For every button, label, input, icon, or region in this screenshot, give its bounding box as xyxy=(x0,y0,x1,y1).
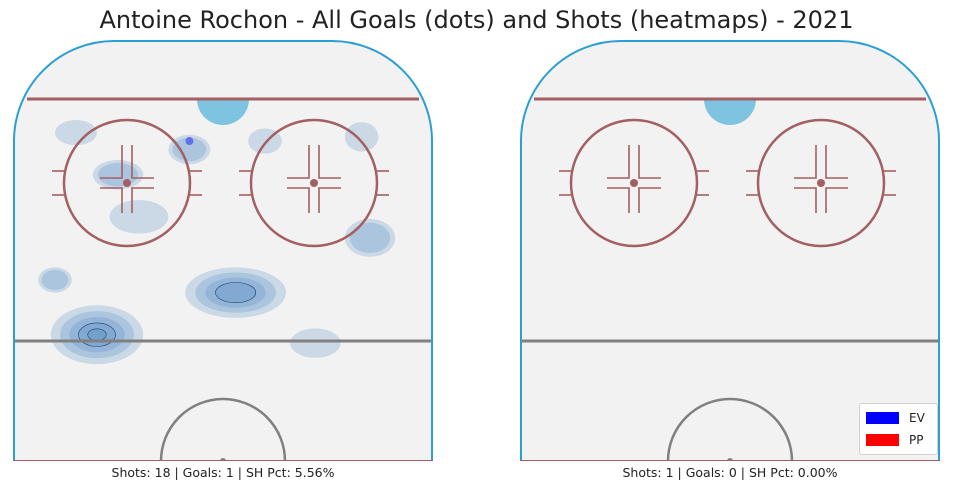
l-mark-left-2 xyxy=(100,187,123,213)
l-mark-right-0 xyxy=(794,153,817,179)
legend-entry-ev: EV xyxy=(866,410,925,426)
faceoff-dot-left xyxy=(123,179,131,187)
heat-contour xyxy=(55,119,97,146)
heat-contour xyxy=(87,328,107,341)
l-mark-left-2 xyxy=(607,187,630,213)
faceoff-circle-right xyxy=(249,118,379,248)
l-mark-left-3 xyxy=(131,187,154,213)
heat-contour xyxy=(168,134,211,165)
l-mark-right-2 xyxy=(287,187,310,213)
goal-crease xyxy=(704,99,756,125)
faceoff-circle-left xyxy=(62,118,192,248)
legend-swatch-ev xyxy=(866,412,899,424)
legend-label-pp: PP xyxy=(909,433,924,447)
heat-contour xyxy=(109,199,169,234)
heat-contour xyxy=(50,305,144,365)
center-circle xyxy=(666,397,794,461)
faceoff-dot-left xyxy=(630,179,638,187)
faceoff-group xyxy=(52,118,389,248)
faceoff-circle-right xyxy=(756,118,886,248)
l-mark-left-1 xyxy=(638,153,661,179)
heat-contour xyxy=(41,269,69,291)
faceoff-dot-right xyxy=(310,179,318,187)
heat-contour xyxy=(349,222,391,254)
l-mark-right-3 xyxy=(825,187,848,213)
heat-contour xyxy=(215,282,257,304)
legend-entry-pp: PP xyxy=(866,432,923,448)
heat-contour xyxy=(185,267,286,318)
panel-caption-left: Shots: 18 | Goals: 1 | SH Pct: 5.56% xyxy=(111,465,335,480)
rink-ice xyxy=(521,40,939,461)
heat-contour xyxy=(172,137,207,162)
l-mark-left-0 xyxy=(607,153,630,179)
l-mark-left-0 xyxy=(100,153,123,179)
l-mark-right-3 xyxy=(318,187,341,213)
heat-contour xyxy=(290,328,341,358)
legend-swatch-pp xyxy=(866,434,899,446)
rink-boards xyxy=(13,40,433,461)
l-mark-right-1 xyxy=(825,153,848,179)
heat-contour xyxy=(344,122,379,152)
rink-boards xyxy=(520,40,940,461)
goal-crease xyxy=(197,99,249,125)
faceoff-dot-right xyxy=(817,179,825,187)
legend: EV PP xyxy=(859,403,938,455)
heat-contour xyxy=(38,267,72,293)
heat-contour xyxy=(69,317,125,353)
l-mark-left-1 xyxy=(131,153,154,179)
heat-contour xyxy=(195,272,276,313)
l-mark-right-1 xyxy=(318,153,341,179)
heatmap-layer xyxy=(38,119,396,365)
l-mark-left-3 xyxy=(638,187,661,213)
rink-ice xyxy=(14,40,432,461)
faceoff-group xyxy=(559,118,896,248)
legend-label-ev: EV xyxy=(909,411,925,425)
chart-title: Antoine Rochon - All Goals (dots) and Sh… xyxy=(99,6,854,34)
panel-caption-right: Shots: 1 | Goals: 0 | SH Pct: 0.00% xyxy=(622,465,838,480)
goal-dot xyxy=(185,137,194,146)
l-mark-right-2 xyxy=(794,187,817,213)
center-circle xyxy=(159,397,287,461)
rink-panel-left xyxy=(13,40,433,461)
l-mark-right-0 xyxy=(287,153,310,179)
heat-contour xyxy=(205,277,266,308)
heat-contour xyxy=(60,311,134,359)
faceoff-circle-left xyxy=(569,118,699,248)
rink-panel-right xyxy=(520,40,940,461)
